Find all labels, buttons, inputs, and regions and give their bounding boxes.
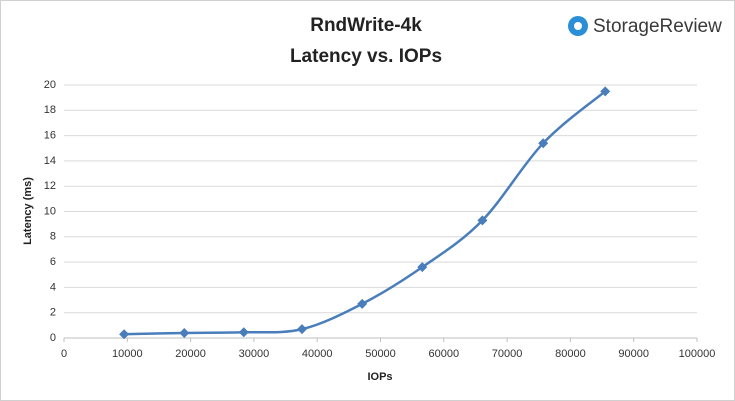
data-point	[119, 329, 130, 340]
data-point	[238, 327, 249, 338]
y-tick-label: 2	[50, 307, 56, 319]
data-point	[477, 215, 488, 226]
x-tick-label: 90000	[618, 348, 649, 360]
logo-text: StorageReview	[593, 16, 722, 37]
x-tick-label: 0	[61, 348, 67, 360]
x-tick-label: 20000	[175, 348, 206, 360]
x-axis-label: IOPs	[367, 371, 392, 383]
y-tick-label: 18	[44, 104, 56, 116]
y-tick-label: 8	[50, 231, 56, 243]
x-tick-label: 100000	[679, 348, 716, 360]
y-axis-label: Latency (ms)	[22, 177, 34, 245]
y-tick-label: 12	[44, 180, 56, 192]
data-point	[357, 298, 368, 309]
y-tick-label: 10	[44, 205, 56, 217]
y-tick-label: 4	[50, 281, 56, 293]
data-point	[417, 262, 428, 273]
x-tick-label: 50000	[365, 348, 396, 360]
x-tick-label: 70000	[492, 348, 523, 360]
y-tick-label: 16	[44, 130, 56, 142]
data-point	[538, 138, 549, 149]
y-tick-label: 20	[44, 79, 56, 91]
y-tick-label: 14	[44, 155, 56, 167]
x-tick-label: 30000	[239, 348, 270, 360]
y-tick-label: 6	[50, 256, 56, 268]
x-tick-label: 60000	[429, 348, 460, 360]
data-point	[297, 324, 308, 335]
y-tick-label: 0	[50, 332, 56, 344]
series-line	[124, 90, 607, 336]
logo-icon	[568, 16, 588, 36]
chart-subtitle: Latency vs. IOPs	[290, 46, 442, 67]
x-tick-label: 40000	[302, 348, 333, 360]
chart-title: RndWrite-4k	[310, 15, 422, 36]
x-tick-label: 80000	[555, 348, 586, 360]
x-tick-label: 10000	[112, 348, 143, 360]
data-point	[600, 86, 611, 97]
data-point	[179, 327, 190, 338]
